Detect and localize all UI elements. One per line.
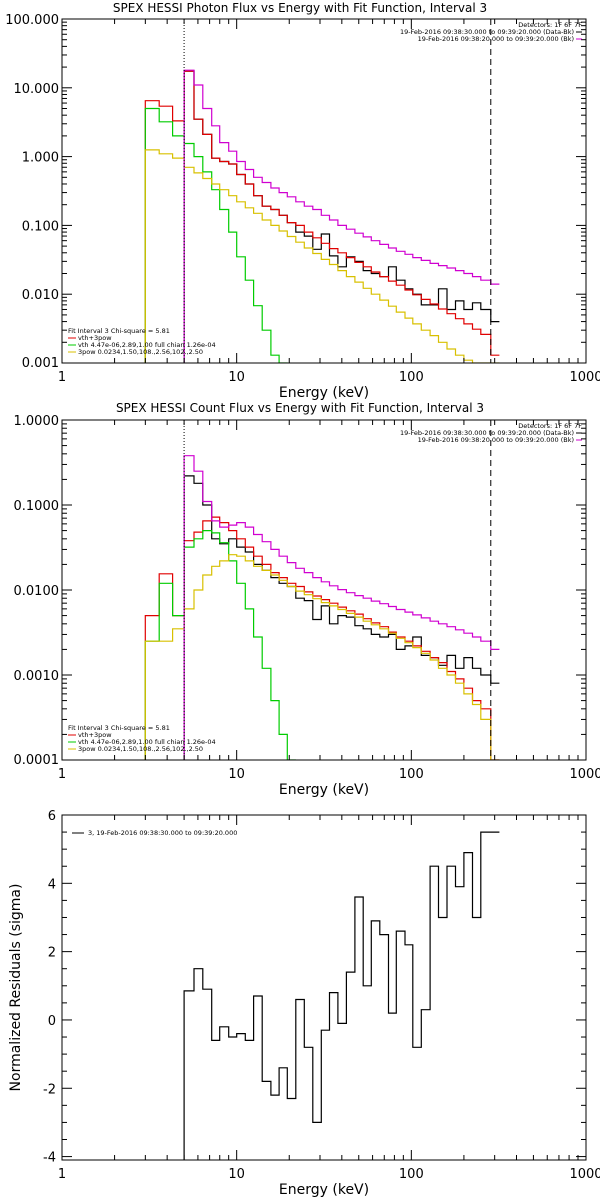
plot-frame-2 (61, 814, 587, 1161)
x-tick-label: 1 (58, 370, 66, 385)
y-tick-label: 1.000 (22, 151, 59, 166)
series-green-line (144, 530, 296, 760)
x-axis-label: Energy (keV) (279, 385, 369, 401)
series-black-line (183, 475, 500, 760)
legend-right-entry: Detectors: 1F 6F 7F (518, 422, 582, 430)
y-tick-label: 0 (48, 1014, 56, 1029)
legend-left-entry: vth 4.47e-06,2.89,1.00 full chian 1.26e-… (78, 738, 216, 746)
y-tick-label: 1.0000 (14, 414, 60, 429)
y-tick-label: 2 (48, 946, 56, 961)
legend-right-entry: 19-Feb-2016 09:38:20.000 to 09:39:20.000… (418, 436, 574, 444)
series-magenta-line (183, 455, 500, 760)
y-tick-label: -2 (43, 1082, 56, 1097)
x-axis-label: Energy (keV) (279, 782, 369, 798)
y-tick-label: 0.010 (22, 288, 59, 303)
plot-area-2 (183, 831, 500, 1160)
x-tick-label: 100 (399, 1167, 424, 1182)
x-tick-label: 1 (58, 1167, 66, 1182)
y-tick-label: 10.000 (14, 82, 60, 97)
x-tick-label: 100 (399, 370, 424, 385)
y-axis-label: Normalized Residuals (sigma) (8, 884, 24, 1092)
series-black-line (183, 831, 500, 1160)
y-tick-label: 100.000 (5, 13, 59, 28)
legend-left-entry: 3pow 0.0234,1.50,108.,2.56,102.,2.50 (78, 348, 203, 356)
legend-left-entry: 3pow 0.0234,1.50,108.,2.56,102.,2.50 (78, 745, 203, 753)
legend-left-entry: vth 4.47e-06,2.89,1.00 full chian 1.26e-… (78, 341, 216, 349)
plot-area-0 (144, 19, 500, 363)
legend-right-entry: 19-Feb-2016 09:38:30.000 to 09:39:20.000… (400, 429, 574, 437)
chart-title: SPEX HESSI Photon Flux vs Energy with Fi… (113, 1, 487, 15)
plot-area-1 (144, 420, 500, 760)
x-tick-label: 1000 (569, 370, 600, 385)
y-tick-label: 0.0010 (14, 669, 60, 684)
legend-right-entry: Detectors: 1F 6F 7F (518, 21, 582, 29)
legend-left-entry: 3, 19-Feb-2016 09:38:30.000 to 09:39:20.… (88, 829, 237, 837)
y-tick-label: -4 (43, 1151, 56, 1166)
y-tick-label: 4 (48, 877, 56, 892)
series-green-line (144, 107, 288, 363)
x-tick-label: 1 (58, 767, 66, 782)
plot-frame-0 (61, 18, 587, 364)
legend-left-entry: Fit Interval 3 Chi-square = 5.81 (68, 724, 170, 732)
series-yellow-line (144, 554, 500, 760)
y-tick-label: 0.001 (22, 356, 59, 371)
x-tick-label: 10 (228, 370, 245, 385)
x-tick-label: 1000 (569, 1167, 600, 1182)
legend-right-entry: 19-Feb-2016 09:38:20.000 to 09:39:20.000… (418, 35, 574, 43)
y-tick-label: 0.0001 (14, 753, 60, 768)
series-yellow-line (144, 149, 500, 363)
legend-left-entry: vth+3pow (78, 334, 112, 342)
series-magenta-line (183, 69, 500, 363)
y-tick-label: 0.1000 (14, 499, 60, 514)
series-red-line (144, 516, 500, 760)
y-tick-label: 0.100 (22, 219, 59, 234)
y-tick-label: 6 (48, 809, 56, 824)
legend-right-entry: 19-Feb-2016 09:38:30.000 to 09:39:20.000… (400, 28, 574, 36)
legend-left-entry: vth+3pow (78, 731, 112, 739)
x-tick-label: 100 (399, 767, 424, 782)
x-tick-label: 10 (228, 767, 245, 782)
series-black-line (183, 70, 500, 363)
chart-title: SPEX HESSI Count Flux vs Energy with Fit… (116, 401, 484, 415)
y-tick-label: 0.0100 (14, 584, 60, 599)
x-tick-label: 1000 (569, 767, 600, 782)
legend-left-entry: Fit Interval 3 Chi-square = 5.81 (68, 327, 170, 335)
series-red-line (144, 70, 500, 363)
x-axis-label: Energy (keV) (279, 1182, 369, 1198)
plot-frame-1 (61, 419, 587, 761)
x-tick-label: 10 (228, 1167, 245, 1182)
